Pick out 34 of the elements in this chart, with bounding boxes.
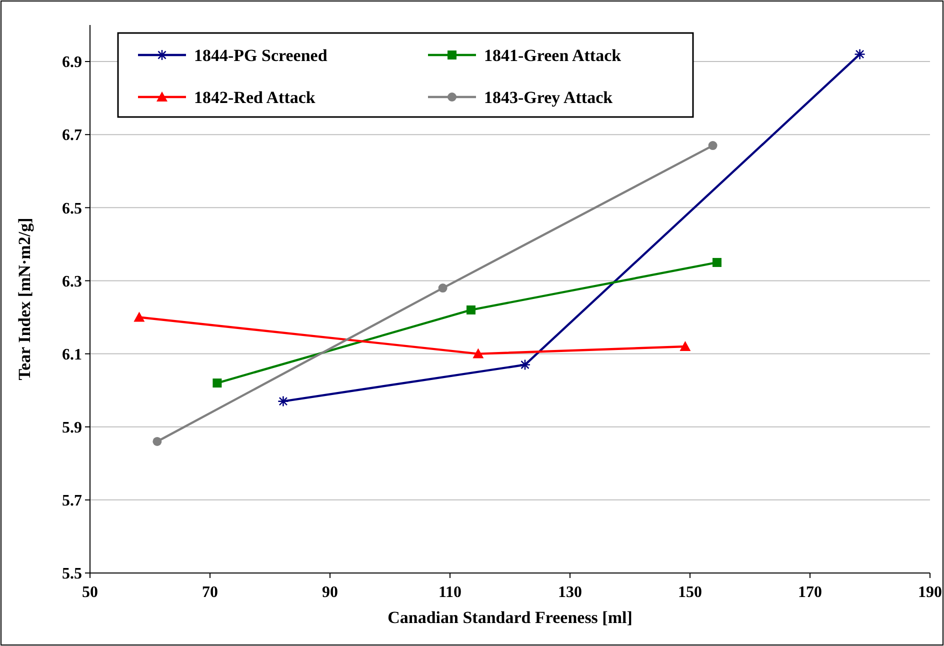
x-tick-label: 50 bbox=[82, 584, 98, 601]
point bbox=[278, 396, 289, 407]
x-tick-label: 150 bbox=[678, 584, 702, 601]
x-tick-label: 70 bbox=[202, 584, 218, 601]
point bbox=[466, 305, 476, 314]
y-tick-label: 6.3 bbox=[62, 273, 82, 290]
point bbox=[519, 359, 531, 370]
point bbox=[854, 48, 866, 60]
x-tick-label: 110 bbox=[438, 584, 462, 601]
point bbox=[152, 436, 162, 446]
y-tick-label: 5.5 bbox=[62, 566, 82, 583]
x-tick-label: 90 bbox=[322, 584, 338, 601]
x-tick-label: 170 bbox=[798, 584, 822, 601]
y-tick-label: 6.1 bbox=[62, 346, 82, 364]
point bbox=[708, 141, 718, 150]
point bbox=[134, 312, 145, 322]
y-tick-label: 6.7 bbox=[62, 127, 82, 144]
point bbox=[680, 340, 691, 351]
legend-label: 1842-Red Attack bbox=[194, 88, 316, 107]
y-tick-label: 6.9 bbox=[62, 54, 82, 72]
legend-label: 1844-PG Screened bbox=[194, 46, 328, 65]
x-tick-label: 190 bbox=[918, 584, 942, 601]
y-tick-label: 6.5 bbox=[62, 200, 82, 218]
point bbox=[438, 284, 448, 293]
y-axis-title: Tear Index [mN·m2/g] bbox=[15, 218, 34, 380]
x-axis-title: Canadian Standard Freeness [ml] bbox=[388, 608, 632, 627]
legend-label: 1841-Green Attack bbox=[484, 46, 622, 65]
point bbox=[212, 378, 222, 388]
x-tick-label: 130 bbox=[558, 584, 582, 601]
y-tick-label: 5.9 bbox=[62, 419, 82, 436]
legend-label: 1843-Grey Attack bbox=[484, 88, 614, 107]
y-tick-label: 5.7 bbox=[62, 492, 82, 510]
point bbox=[712, 258, 722, 267]
point bbox=[472, 348, 484, 358]
